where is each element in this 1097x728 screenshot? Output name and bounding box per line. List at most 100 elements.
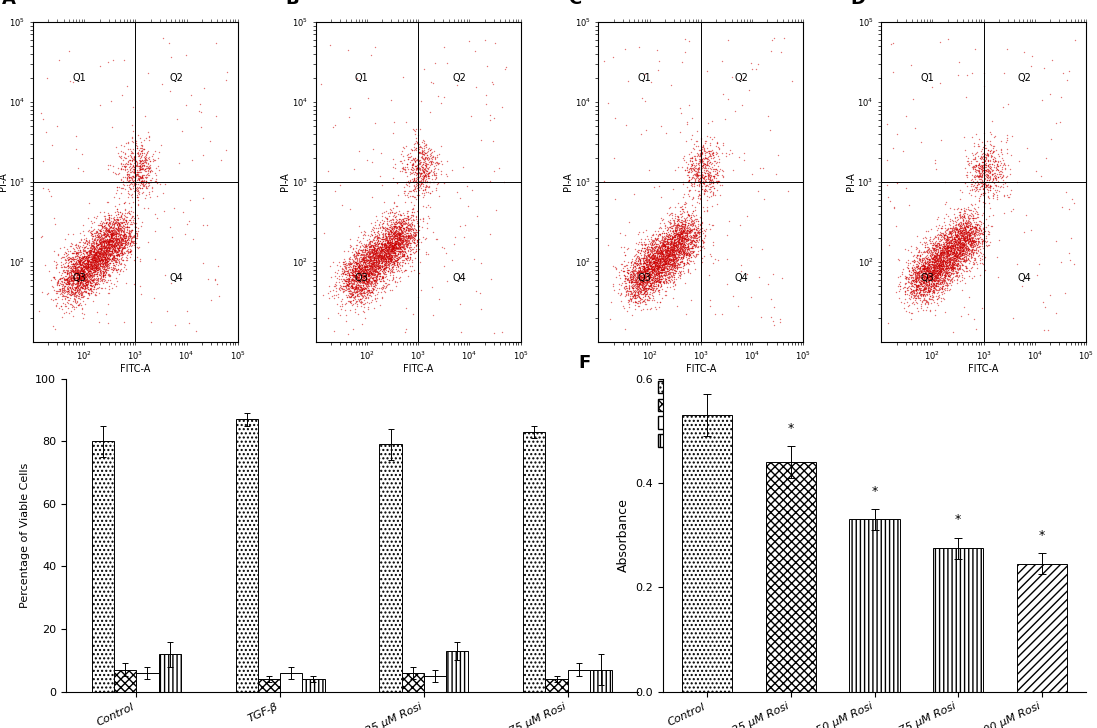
Point [646,233,664,245]
Point [378,253,396,265]
Point [71,271,89,282]
Point [71,256,89,267]
Point [92,268,110,280]
Point [645,247,663,258]
Point [625,264,643,276]
Point [87,268,104,280]
Point [669,247,687,258]
Point [352,266,370,277]
Point [123,245,140,256]
Point [349,265,366,277]
Point [669,229,687,240]
Point [954,232,972,243]
Point [116,228,134,240]
Point [921,305,939,317]
Point [381,250,398,261]
Point [69,272,87,283]
Point [985,188,1003,199]
Point [355,270,373,282]
Point [667,251,685,263]
Point [391,253,408,264]
Point [697,175,714,186]
Point [315,290,332,301]
Point [108,242,125,254]
Point [914,263,931,274]
Point [698,66,715,77]
Point [355,264,373,275]
Point [979,170,996,181]
Point [971,170,988,181]
Point [636,283,654,295]
Point [648,269,666,281]
Point [638,252,656,264]
Point [88,249,105,261]
Point [71,279,89,290]
Point [93,256,111,267]
Point [676,244,693,256]
Point [667,229,685,240]
Point [69,274,87,286]
Point [371,264,388,276]
Point [669,249,687,261]
Point [395,249,412,261]
Point [378,215,396,227]
Point [926,244,943,256]
Point [928,274,946,286]
Point [672,226,690,237]
Point [364,248,382,260]
Point [704,240,722,251]
Point [91,262,109,274]
Point [965,234,983,246]
Point [102,228,120,240]
Point [948,266,965,278]
Point [672,242,690,253]
Point [617,249,634,261]
Point [631,267,648,279]
Point [362,241,380,253]
Point [954,254,972,266]
Point [105,241,123,253]
Point [946,248,963,259]
Point [111,248,128,259]
Point [941,202,959,214]
Point [320,285,338,297]
Point [388,225,406,237]
Point [671,207,689,219]
Point [100,283,117,295]
Point [137,169,155,181]
Point [97,237,114,249]
Point [105,250,123,262]
Point [362,268,380,280]
Point [414,178,431,189]
Point [948,249,965,261]
Point [149,151,167,163]
Point [341,304,359,316]
Point [963,131,981,143]
Point [98,248,115,260]
Point [373,210,391,221]
Point [969,155,986,167]
Point [58,276,76,288]
Point [399,237,417,248]
Point [621,282,638,294]
Point [418,165,436,176]
Point [925,243,942,255]
Point [48,119,66,131]
Point [137,149,155,160]
Point [642,248,659,259]
Point [87,235,104,247]
Point [647,238,665,250]
Point [897,305,915,317]
Point [374,243,392,255]
Point [395,235,412,247]
Point [396,218,414,229]
Point [116,165,134,176]
Point [669,259,687,271]
Point [65,295,82,306]
Point [949,229,966,241]
Point [386,238,404,250]
Point [938,245,955,256]
Point [925,277,942,289]
Point [101,242,118,254]
Point [426,153,443,165]
